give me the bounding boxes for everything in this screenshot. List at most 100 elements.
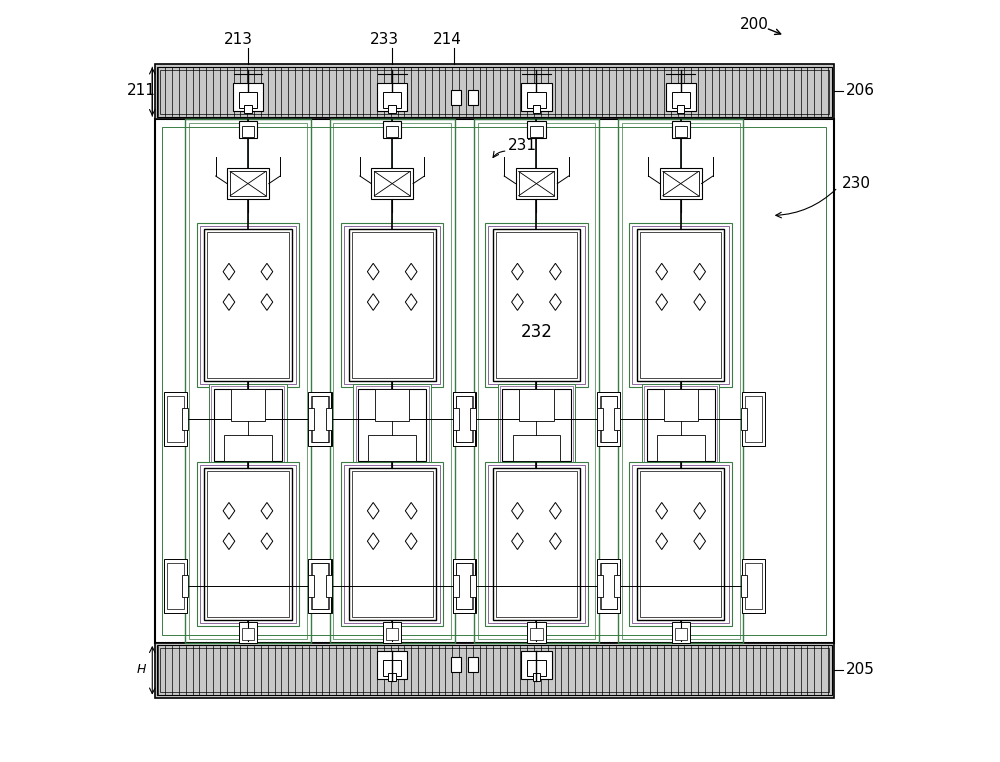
- Bar: [388, 674, 396, 681]
- Bar: [640, 472, 721, 617]
- Bar: [167, 396, 184, 442]
- Polygon shape: [512, 293, 523, 310]
- Bar: [516, 168, 557, 199]
- Bar: [157, 645, 832, 695]
- Bar: [498, 384, 575, 466]
- Bar: [456, 396, 472, 442]
- Bar: [521, 651, 552, 680]
- Bar: [600, 396, 617, 442]
- Polygon shape: [694, 502, 706, 519]
- Bar: [530, 126, 543, 136]
- Bar: [745, 396, 762, 442]
- Bar: [493, 229, 580, 381]
- Polygon shape: [694, 293, 706, 310]
- Bar: [677, 105, 684, 113]
- Bar: [493, 469, 580, 620]
- Bar: [209, 384, 287, 466]
- Bar: [341, 463, 443, 626]
- Bar: [488, 466, 585, 623]
- Bar: [383, 121, 401, 138]
- Bar: [197, 463, 299, 626]
- Bar: [308, 392, 331, 446]
- Polygon shape: [261, 293, 273, 310]
- Bar: [672, 121, 690, 138]
- Bar: [189, 123, 307, 639]
- Bar: [618, 119, 743, 643]
- Bar: [456, 563, 472, 609]
- Polygon shape: [261, 502, 273, 519]
- Polygon shape: [405, 502, 417, 519]
- Bar: [742, 559, 765, 613]
- Bar: [383, 622, 401, 643]
- Bar: [485, 463, 588, 626]
- Bar: [502, 389, 571, 461]
- Bar: [598, 392, 620, 446]
- Bar: [386, 126, 398, 136]
- Bar: [371, 168, 413, 199]
- Bar: [239, 121, 257, 138]
- Bar: [675, 126, 687, 136]
- Text: 230: 230: [842, 176, 871, 191]
- Text: 211: 211: [126, 83, 155, 98]
- Bar: [352, 232, 433, 378]
- Bar: [311, 396, 328, 442]
- Bar: [470, 575, 476, 597]
- Bar: [308, 559, 331, 613]
- Bar: [207, 232, 289, 378]
- Bar: [182, 408, 188, 431]
- Bar: [496, 232, 577, 378]
- Bar: [344, 466, 440, 623]
- Bar: [488, 226, 585, 384]
- Bar: [375, 389, 409, 421]
- Bar: [614, 408, 620, 431]
- Bar: [622, 123, 740, 639]
- Polygon shape: [512, 533, 523, 549]
- Bar: [224, 435, 272, 461]
- Bar: [597, 559, 620, 613]
- Bar: [597, 575, 603, 597]
- Bar: [614, 575, 620, 597]
- Bar: [162, 126, 826, 636]
- Bar: [453, 575, 459, 597]
- Polygon shape: [512, 502, 523, 519]
- Bar: [644, 386, 717, 463]
- Bar: [629, 223, 732, 387]
- Bar: [207, 472, 289, 617]
- Bar: [160, 69, 829, 114]
- Polygon shape: [405, 533, 417, 549]
- Text: 205: 205: [845, 662, 874, 677]
- Bar: [513, 435, 560, 461]
- Text: 200: 200: [740, 17, 769, 32]
- Text: 233: 233: [370, 32, 399, 47]
- Bar: [530, 628, 543, 640]
- Bar: [353, 384, 431, 466]
- Bar: [160, 648, 829, 693]
- Bar: [637, 229, 724, 381]
- Polygon shape: [223, 502, 235, 519]
- Bar: [356, 386, 429, 463]
- Bar: [637, 469, 724, 620]
- Bar: [230, 171, 266, 196]
- Bar: [312, 396, 329, 442]
- Text: H: H: [136, 663, 146, 676]
- Bar: [308, 575, 314, 597]
- Bar: [533, 105, 540, 113]
- Bar: [672, 622, 690, 643]
- Polygon shape: [261, 533, 273, 549]
- Bar: [200, 466, 296, 623]
- Bar: [242, 126, 254, 136]
- Bar: [642, 384, 719, 466]
- Bar: [214, 389, 282, 461]
- Polygon shape: [656, 293, 668, 310]
- Polygon shape: [223, 533, 235, 549]
- Bar: [155, 65, 834, 119]
- Bar: [632, 226, 729, 384]
- Polygon shape: [656, 502, 668, 519]
- Bar: [155, 119, 834, 643]
- Bar: [377, 651, 407, 680]
- Bar: [632, 466, 729, 623]
- Bar: [204, 229, 292, 381]
- Text: 231: 231: [508, 138, 537, 153]
- Bar: [527, 622, 546, 643]
- Bar: [453, 392, 475, 446]
